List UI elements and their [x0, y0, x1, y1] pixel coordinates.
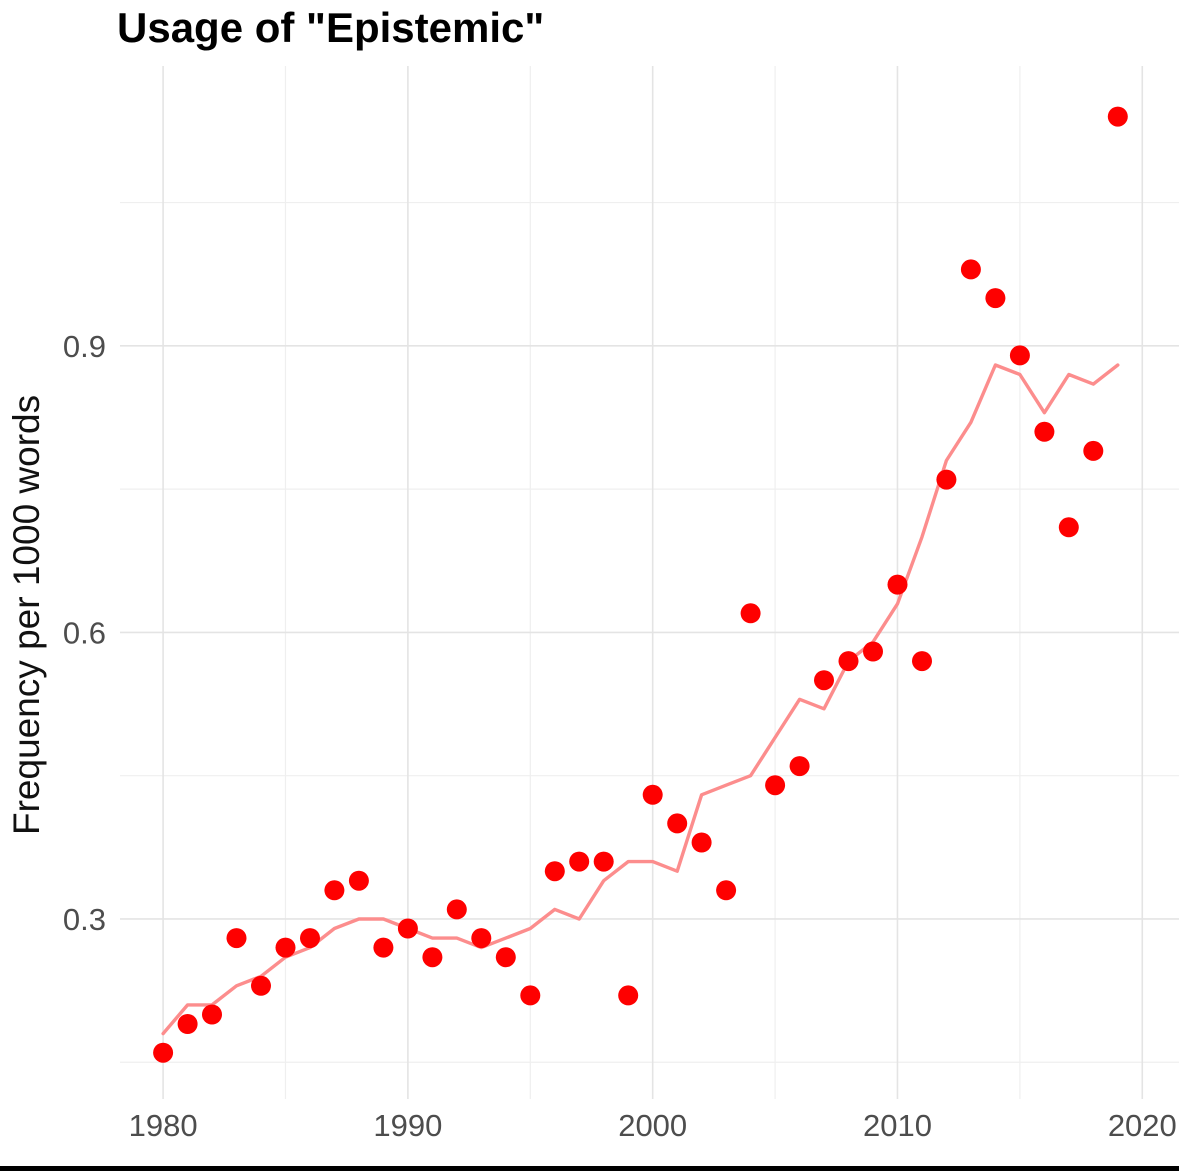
- x-tick-label: 2010: [863, 1108, 932, 1143]
- scatter-point: [789, 756, 810, 777]
- scatter-point: [446, 899, 467, 920]
- scatter-point: [814, 670, 834, 691]
- scatter-point: [740, 603, 761, 624]
- scatter-point: [397, 918, 418, 939]
- scatter-point: [936, 469, 957, 490]
- scatter-point: [324, 880, 345, 901]
- scatter-point: [618, 985, 639, 1006]
- scatter-point: [1058, 517, 1079, 538]
- scatter-point: [960, 259, 981, 280]
- scatter-point: [251, 975, 271, 996]
- scatter-point: [1083, 440, 1104, 461]
- scatter-point: [202, 1004, 222, 1025]
- y-tick-label: 0.9: [63, 329, 106, 364]
- x-tick-label: 1990: [373, 1108, 442, 1143]
- y-tick-label: 0.6: [63, 615, 106, 650]
- scatter-point: [863, 641, 883, 662]
- scatter-point: [275, 937, 296, 958]
- scatter-point: [153, 1042, 174, 1063]
- scatter-point: [422, 947, 443, 968]
- x-tick-label: 2000: [618, 1108, 687, 1143]
- scatter-point: [373, 937, 394, 958]
- scatter-point: [544, 861, 565, 882]
- scatter-point: [642, 784, 663, 805]
- scatter-point: [593, 851, 614, 872]
- bottom-border-line: [0, 1166, 1179, 1171]
- x-tick-label: 1980: [129, 1108, 198, 1143]
- scatter-point: [569, 851, 590, 872]
- scatter-point: [226, 928, 247, 949]
- scatter-point: [716, 880, 737, 901]
- scatter-point: [887, 574, 908, 595]
- scatter-point: [520, 985, 541, 1006]
- chart-title: Usage of "Epistemic": [117, 4, 545, 51]
- y-tick-label: 0.3: [63, 902, 106, 937]
- scatter-point: [471, 928, 492, 949]
- scatter-point: [912, 651, 932, 672]
- scatter-point: [1107, 106, 1128, 127]
- scatter-point: [985, 288, 1006, 309]
- x-tick-label: 2020: [1108, 1108, 1177, 1143]
- scatter-point: [667, 813, 688, 834]
- scatter-point: [348, 870, 369, 891]
- scatter-point: [177, 1014, 198, 1034]
- scatter-point: [495, 947, 516, 968]
- scatter-point: [838, 651, 859, 672]
- scatter-point: [1034, 421, 1055, 442]
- scatter-point: [300, 928, 320, 949]
- scatter-point: [1009, 345, 1030, 366]
- trend-line: [161, 363, 1120, 1036]
- scatter-point: [765, 775, 786, 796]
- scatter-point: [691, 832, 712, 853]
